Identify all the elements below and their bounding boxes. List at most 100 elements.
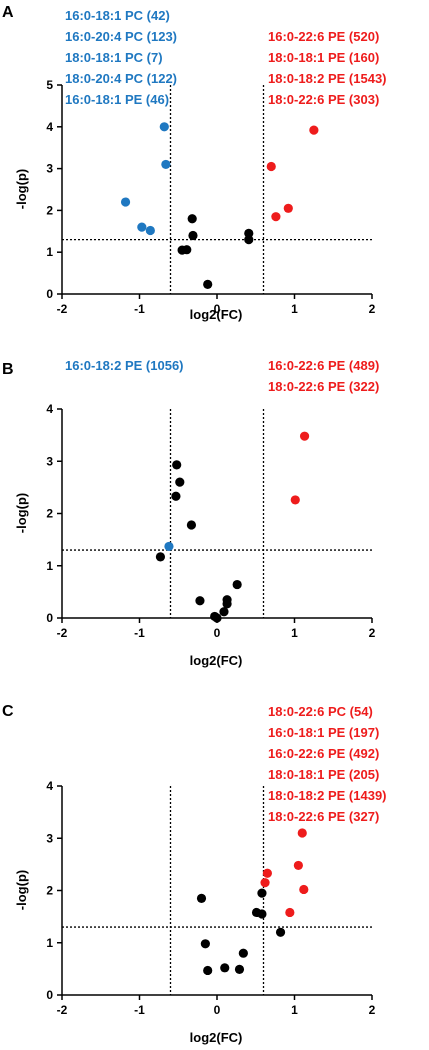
- x-tick-label: 2: [369, 302, 376, 316]
- y-tick-label: 4: [46, 120, 53, 134]
- panel-c-letter: C: [2, 703, 14, 720]
- panel-a-letter: A: [2, 4, 14, 21]
- x-tick-label: -2: [57, 626, 68, 640]
- x-tick-label: -2: [57, 1003, 68, 1017]
- data-point-down: [161, 159, 171, 170]
- x-tick-label: 1: [291, 1003, 298, 1017]
- y-tick-label: 0: [46, 988, 53, 1002]
- up-label: 18:0-22:6 PC (54): [268, 704, 373, 719]
- panel-c-plot: -2 -1 0 1 2 0 1 2 3 4: [46, 779, 375, 1017]
- data-point-ns: [257, 909, 267, 919]
- x-tick-label: -2: [57, 302, 68, 316]
- data-point-up: [262, 868, 272, 878]
- data-point-down: [145, 225, 155, 236]
- data-point-up: [260, 878, 270, 888]
- data-point-ns: [219, 607, 229, 617]
- y-tick-label: 5: [46, 78, 53, 92]
- data-point-ns: [275, 927, 286, 937]
- data-point-up: [285, 907, 295, 918]
- data-point-ns: [196, 893, 207, 903]
- data-point-ns: [238, 948, 248, 958]
- y-tick-label: 0: [46, 611, 53, 625]
- data-point-ns: [244, 235, 254, 245]
- data-point-up: [266, 161, 276, 172]
- x-tick-label: -1: [134, 302, 145, 316]
- y-axis-label: -log(p): [14, 870, 29, 910]
- data-point-ns: [222, 599, 232, 609]
- y-tick-label: 4: [46, 402, 53, 416]
- data-point-ns: [155, 552, 166, 562]
- up-label: 18:0-18:1 PE (205): [268, 767, 379, 782]
- data-point-ns: [188, 230, 198, 241]
- data-point-ns: [171, 491, 181, 501]
- panel-b-up-labels: 16:0-22:6 PE (489) 18:0-22:6 PE (322): [268, 358, 379, 394]
- panel-c: C 18:0-22:6 PC (54) 16:0-18:1 PE (197) 1…: [2, 703, 387, 1045]
- y-tick-label: 1: [46, 245, 53, 259]
- up-label: 18:0-18:1 PE (160): [268, 50, 379, 65]
- panel-b-down-labels: 16:0-18:2 PE (1056): [65, 358, 184, 373]
- y-axis-label: -log(p): [14, 493, 29, 533]
- data-point-ns: [232, 579, 242, 590]
- down-label: 18:0-20:4 PC (122): [65, 71, 177, 86]
- y-tick-label: 2: [46, 884, 53, 898]
- data-point-ns: [172, 460, 182, 470]
- data-point-ns: [175, 477, 185, 487]
- y-axis-label: -log(p): [14, 169, 29, 209]
- up-label: 18:0-22:6 PE (303): [268, 92, 379, 107]
- up-label: 18:0-22:6 PE (322): [268, 379, 379, 394]
- data-point-up: [293, 860, 303, 871]
- x-tick-label: 1: [291, 626, 298, 640]
- data-point-down: [164, 541, 174, 552]
- panel-a-plot: -2 -1 0 1 2 0 1 2 3 4 5: [46, 78, 375, 316]
- y-tick-label: 3: [46, 831, 53, 845]
- y-tick-label: 4: [46, 779, 53, 793]
- down-label: 18:0-18:1 PC (7): [65, 50, 163, 65]
- up-label: 18:0-22:6 PE (327): [268, 809, 379, 824]
- x-tick-label: -1: [134, 626, 145, 640]
- y-tick-label: 1: [46, 936, 53, 950]
- up-label: 16:0-22:6 PE (489): [268, 358, 379, 373]
- x-tick-label: -1: [134, 1003, 145, 1017]
- y-tick-label: 3: [46, 162, 53, 176]
- data-point-up: [309, 125, 319, 135]
- data-point-up: [299, 431, 310, 441]
- data-point-ns: [187, 214, 197, 224]
- data-point-ns: [182, 245, 192, 255]
- up-label: 16:0-22:6 PE (492): [268, 746, 379, 761]
- x-axis-label: log2(FC): [190, 307, 243, 322]
- up-label: 16:0-22:6 PE (520): [268, 29, 379, 44]
- data-point-ns: [234, 964, 245, 974]
- data-point-up: [299, 884, 309, 895]
- panel-a: A 16:0-18:1 PC (42) 16:0-20:4 PC (123) 1…: [2, 4, 387, 322]
- panel-b: B 16:0-18:2 PE (1056) 16:0-22:6 PE (489)…: [2, 358, 379, 668]
- x-axis-label: log2(FC): [190, 1030, 243, 1045]
- data-point-down: [120, 197, 131, 207]
- data-point-ns: [195, 596, 205, 606]
- data-point-up: [297, 828, 307, 838]
- data-point-ns: [257, 888, 267, 898]
- y-tick-label: 0: [46, 287, 53, 301]
- y-tick-label: 2: [46, 507, 53, 521]
- data-point-up: [290, 495, 300, 505]
- y-tick-label: 1: [46, 559, 53, 573]
- up-label: 18:0-18:2 PE (1439): [268, 788, 387, 803]
- data-point-down: [137, 222, 147, 232]
- x-tick-label: 2: [369, 1003, 376, 1017]
- data-point-ns: [203, 279, 213, 289]
- panel-b-letter: B: [2, 361, 14, 378]
- data-point-down: [159, 122, 169, 132]
- panel-a-up-labels: 16:0-22:6 PE (520) 18:0-18:1 PE (160) 18…: [268, 29, 387, 107]
- down-label: 16:0-18:2 PE (1056): [65, 358, 184, 373]
- data-point-up: [283, 203, 293, 213]
- y-tick-label: 3: [46, 454, 53, 468]
- up-label: 18:0-18:2 PE (1543): [268, 71, 387, 86]
- y-tick-label: 2: [46, 203, 53, 217]
- x-axis-label: log2(FC): [190, 653, 243, 668]
- down-label: 16:0-18:1 PE (46): [65, 92, 169, 107]
- down-label: 16:0-20:4 PC (123): [65, 29, 177, 44]
- x-tick-label: 0: [214, 302, 221, 316]
- data-point-ns: [203, 965, 213, 976]
- data-point-ns: [186, 520, 197, 530]
- data-point-up: [271, 212, 281, 222]
